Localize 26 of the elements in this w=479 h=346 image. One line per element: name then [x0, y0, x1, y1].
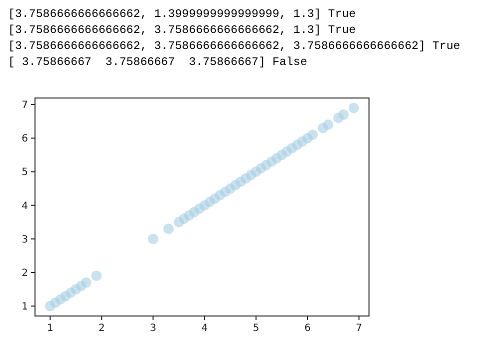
point [81, 277, 92, 288]
text: [3.7586666666666662, 1.3999999999999999, 1.3] True [8, 8, 356, 21]
x-tick-label: 6 [304, 323, 311, 334]
text: [ 3.75866667 3.75866667 3.75866667] False [8, 56, 308, 69]
y-tick-label: 2 [22, 268, 28, 279]
y-tick-label: 4 [22, 200, 28, 212]
y-tick-label: 3 [22, 234, 28, 246]
x-tick-label: 4 [201, 323, 208, 334]
x-tick-label: 7 [356, 323, 362, 334]
y-tick-label: 6 [22, 134, 28, 145]
point [307, 130, 318, 140]
y-tick-label: 5 [22, 167, 28, 178]
text: [3.7586666666666662, 3.7586666666666662, 1.3] True [8, 24, 356, 37]
x-tick-label: 1 [46, 323, 54, 334]
x-tick-label: 5 [252, 323, 260, 334]
x-tick-label: 3 [150, 323, 156, 334]
point [338, 109, 349, 120]
point [163, 224, 174, 234]
y-tick-label: 1 [22, 302, 28, 313]
point [322, 120, 334, 130]
point [91, 270, 102, 282]
text: [3.7586666666666662, 3.7586666666666662, 3.7586666666666662] True [8, 40, 460, 53]
point [348, 102, 360, 114]
y-tick-label: 7 [22, 100, 28, 112]
point [148, 234, 158, 244]
x-tick-label: 2 [98, 323, 105, 334]
